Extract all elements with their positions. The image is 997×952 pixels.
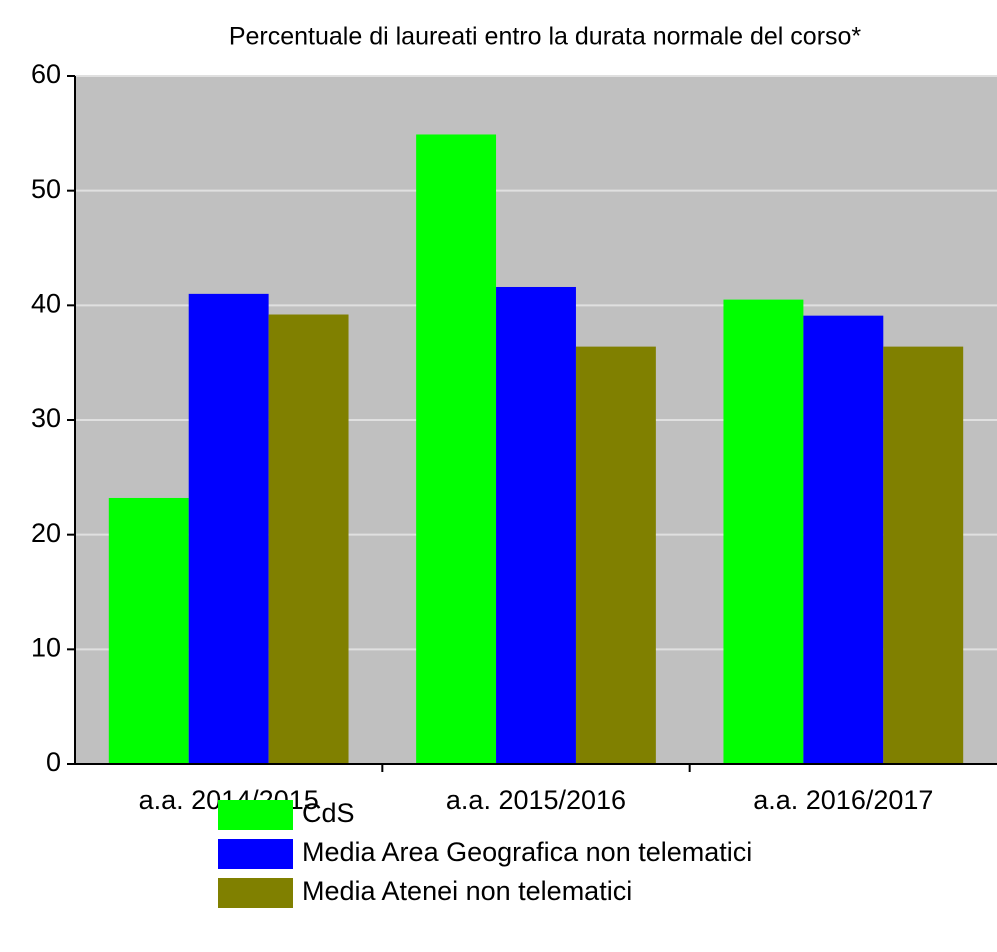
bar: [723, 299, 804, 764]
bar: [496, 286, 576, 764]
bar: [416, 134, 497, 765]
bar: [268, 314, 349, 764]
bar: [108, 497, 189, 764]
y-tick-label: 50: [31, 174, 61, 204]
y-tick-label: 20: [31, 518, 61, 548]
legend-label: Media Area Geografica non telematici: [302, 837, 752, 867]
bar: [883, 346, 964, 764]
legend-swatch: [218, 800, 293, 830]
legend-swatch: [218, 839, 293, 869]
x-tick-label: a.a. 2016/2017: [753, 785, 933, 815]
legend-swatch: [218, 878, 293, 908]
chart-title: Percentuale di laureati entro la durata …: [229, 23, 862, 51]
y-tick-label: 60: [31, 59, 61, 89]
legend-label: CdS: [302, 798, 355, 828]
legend-label: Media Atenei non telematici: [302, 876, 632, 906]
y-tick-label: 30: [31, 403, 61, 433]
y-tick-label: 0: [46, 747, 61, 777]
x-tick-label: a.a. 2015/2016: [446, 785, 626, 815]
bar: [803, 315, 884, 764]
y-tick-label: 10: [31, 632, 61, 662]
y-tick-label: 40: [31, 288, 61, 318]
bar: [575, 346, 656, 764]
bar: [188, 293, 269, 764]
